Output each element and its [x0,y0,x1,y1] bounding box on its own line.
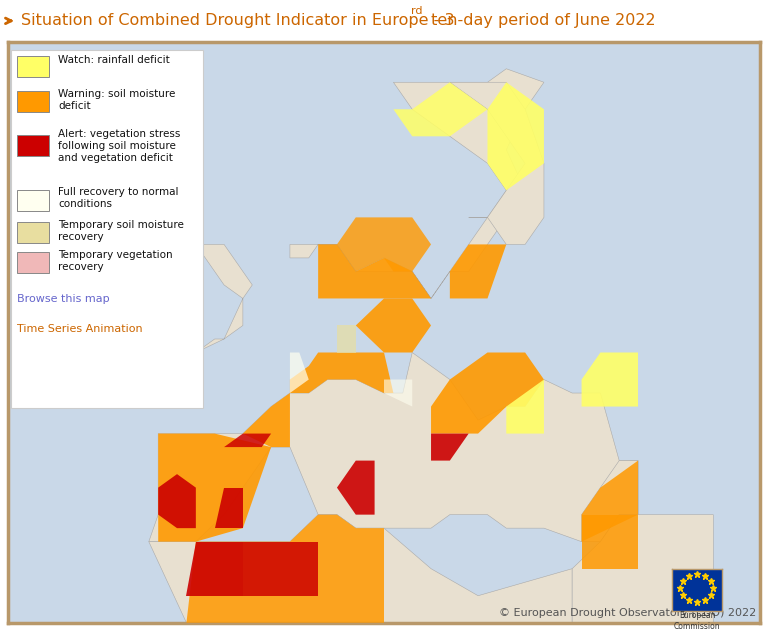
Bar [18,222,49,243]
Polygon shape [149,515,572,623]
Text: Temporary soil moisture
recovery: Temporary soil moisture recovery [58,220,184,242]
FancyBboxPatch shape [12,51,204,408]
Polygon shape [158,474,196,528]
Polygon shape [337,218,431,272]
Text: Situation of Combined Drought Indicator in Europe - 3: Situation of Combined Drought Indicator … [21,13,454,28]
Bar [18,56,49,77]
Polygon shape [74,636,111,642]
Polygon shape [318,245,431,299]
Polygon shape [214,488,243,528]
Polygon shape [431,352,544,433]
Polygon shape [196,245,252,352]
Polygon shape [187,515,384,623]
Text: European
Commission: European Commission [674,611,720,630]
Polygon shape [581,352,638,406]
Polygon shape [581,460,638,542]
Text: Watch: rainfall deficit: Watch: rainfall deficit [58,55,170,65]
Polygon shape [431,433,468,460]
Polygon shape [74,636,111,642]
Text: Full recovery to normal
conditions: Full recovery to normal conditions [58,187,179,209]
Bar [18,135,49,155]
Polygon shape [337,325,356,352]
Polygon shape [149,299,187,325]
Polygon shape [224,433,271,447]
Polygon shape [187,542,243,596]
Polygon shape [572,515,713,623]
Polygon shape [243,542,318,596]
Bar [18,252,49,273]
Bar [18,190,49,211]
Text: ten-day period of June 2022: ten-day period of June 2022 [426,13,656,28]
Polygon shape [393,82,488,136]
Polygon shape [149,352,638,542]
Polygon shape [581,515,638,569]
Text: Warning: soil moisture
deficit: Warning: soil moisture deficit [58,89,175,111]
Polygon shape [158,433,271,542]
Polygon shape [450,82,544,245]
Polygon shape [356,299,431,352]
Polygon shape [337,460,375,515]
Text: Temporary vegetation
recovery: Temporary vegetation recovery [58,250,173,272]
Polygon shape [506,379,544,433]
Polygon shape [290,69,544,299]
Polygon shape [17,136,111,177]
Bar [18,91,49,112]
Text: Time Series Animation: Time Series Animation [18,324,143,334]
Polygon shape [450,245,506,299]
Text: Alert: vegetation stress
following soil moisture
and vegetation deficit: Alert: vegetation stress following soil … [58,129,180,163]
Polygon shape [290,352,393,393]
Text: Browse this map: Browse this map [18,295,110,304]
Polygon shape [384,379,412,406]
Polygon shape [243,393,290,447]
Polygon shape [581,460,638,542]
Text: © European Drought Observatory (EDO) 2022: © European Drought Observatory (EDO) 202… [499,608,756,618]
Polygon shape [290,352,309,393]
Polygon shape [488,82,544,191]
Text: rd: rd [411,6,422,16]
